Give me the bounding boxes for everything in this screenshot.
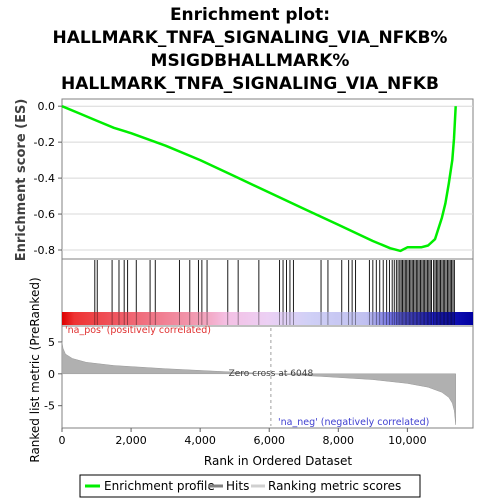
chart-title: Enrichment plot: HALLMARK_TNFA_SIGNALING… [53,5,448,94]
negative-correlation-label: 'na_neg' (negatively correlated) [278,417,429,428]
ranking-metric-area [61,341,456,425]
x-axis-label: Rank in Ordered Dataset [204,454,352,468]
title-line-2: HALLMARK_TNFA_SIGNALING_VIA_NFKB% [53,28,448,48]
es-y-axis: 0.0 -0.2 -0.4 -0.6 -0.8 [34,100,62,257]
x-tick-label: 10,000 [388,434,427,447]
legend: Enrichment profile Hits Ranking metric s… [79,474,421,498]
positive-correlation-label: 'na_pos' (positively correlated) [65,325,211,336]
es-y-tick-label: -0.8 [34,244,55,257]
ranked-y-axis-label: Ranked list metric (PreRanked) [28,277,42,462]
ranked-y-tick-label: 5 [48,336,55,349]
legend-profile-label: Enrichment profile [104,479,215,493]
es-y-tick-label: 0.0 [38,100,56,113]
legend-ranking-label: Ranking metric scores [268,479,401,493]
colorbar-hit-markers [94,312,455,325]
es-y-tick-label: -0.6 [34,208,55,221]
title-line-4: HALLMARK_TNFA_SIGNALING_VIA_NFKB [61,74,439,94]
es-panel-frame [61,98,474,260]
legend-box [79,474,421,498]
x-tick-label: 4,000 [184,434,216,447]
ranked-y-axis: 5 0 -5 [44,336,62,413]
title-line-1: Enrichment plot: [170,5,330,25]
rank-color-bar [62,312,473,325]
x-tick-label: 2,000 [115,434,147,447]
ranked-y-tick-label: -5 [44,400,55,413]
zero-cross-label: Zero cross at 6048 [229,369,314,379]
x-axis: 0 2,000 4,000 6,000 8,000 10,000 [59,428,427,447]
x-tick-label: 0 [59,434,66,447]
hits-markers [94,260,455,312]
es-y-axis-label: Enrichment score (ES) [14,99,29,262]
x-tick-label: 6,000 [253,434,285,447]
legend-hits-label: Hits [226,479,249,493]
enrichment-profile-line [61,105,457,253]
ranked-y-tick-label: 0 [48,368,55,381]
es-y-tick-label: -0.4 [34,172,55,185]
title-line-3: MSIGDBHALLMARK% [151,51,350,71]
es-y-tick-label: -0.2 [34,136,55,149]
x-tick-label: 8,000 [323,434,355,447]
